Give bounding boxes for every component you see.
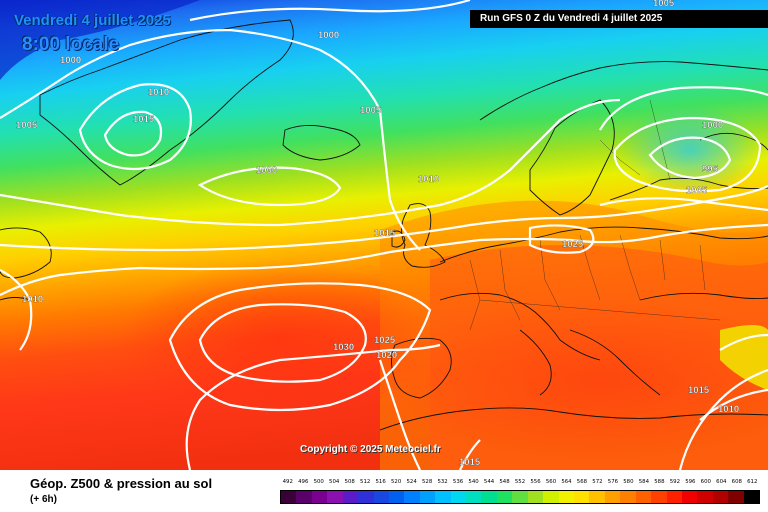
scale-swatch bbox=[712, 491, 729, 503]
isobar-label: 1000 bbox=[702, 120, 723, 131]
scale-swatch bbox=[558, 491, 575, 503]
isobar-label: 1010 bbox=[418, 174, 439, 185]
scale-swatch bbox=[728, 491, 744, 503]
weather-map: 1005 1000 1000 1010 1015 1005 1005 1000 … bbox=[0, 0, 768, 470]
legend-panel: Géop. Z500 & pression au sol (+ 6h) 492 4… bbox=[0, 470, 768, 512]
scale-swatch bbox=[296, 491, 312, 503]
scale-label: 568 bbox=[576, 479, 588, 485]
coastlines bbox=[0, 19, 768, 431]
scale-swatch bbox=[466, 491, 482, 503]
isobar-label: 1000 bbox=[60, 55, 81, 66]
scale-swatch bbox=[450, 491, 467, 503]
scale-label: 560 bbox=[545, 479, 557, 485]
isobar-label: 1025 bbox=[374, 335, 396, 346]
isobar-label: 1000 bbox=[318, 30, 339, 41]
scale-swatch bbox=[651, 491, 667, 503]
scale-swatch bbox=[496, 491, 513, 503]
scale-label: 548 bbox=[499, 479, 510, 485]
scale-label: 492 bbox=[282, 479, 293, 485]
isobar-label: 1005 bbox=[653, 0, 675, 9]
scale-label: 584 bbox=[638, 479, 650, 485]
isobar-label: 1005 bbox=[360, 105, 382, 116]
scale-swatch bbox=[342, 491, 359, 503]
scale-label: 596 bbox=[685, 479, 696, 485]
scale-label: 564 bbox=[561, 479, 572, 485]
isobar-label: 1015 bbox=[374, 228, 396, 239]
scale-swatch bbox=[574, 491, 590, 503]
scale-swatch bbox=[527, 491, 544, 503]
scale-swatch bbox=[620, 491, 636, 503]
scale-label: 508 bbox=[344, 479, 355, 485]
scale-swatch bbox=[481, 491, 497, 503]
scale-label: 524 bbox=[406, 479, 417, 485]
color-scale bbox=[280, 490, 760, 504]
isobar-label: 1025 bbox=[562, 239, 584, 250]
scale-label: 540 bbox=[468, 479, 479, 485]
scale-label: 588 bbox=[654, 479, 665, 485]
map-canvas: 1005 1000 1000 1010 1015 1005 1005 1000 … bbox=[0, 0, 768, 470]
copyright: Copyright © 2025 Meteociel.fr bbox=[300, 444, 441, 455]
isobar-label: 1010 bbox=[718, 404, 739, 415]
scale-swatch bbox=[681, 491, 698, 503]
isobar-label: 1015 bbox=[459, 457, 481, 468]
isobar-label: 1005 bbox=[686, 185, 708, 196]
scale-swatch bbox=[435, 491, 451, 503]
scale-label: 520 bbox=[390, 479, 402, 485]
scale-label: 496 bbox=[298, 479, 309, 485]
scale-swatch bbox=[373, 491, 389, 503]
scale-swatch bbox=[311, 491, 328, 503]
isobar-label: 1000 bbox=[256, 165, 277, 176]
scale-swatch bbox=[281, 491, 297, 503]
isobar-label: 1015 bbox=[133, 114, 155, 125]
isobar-label: 1020 bbox=[376, 350, 397, 361]
scale-swatch bbox=[743, 491, 760, 503]
scale-swatch bbox=[697, 491, 713, 503]
scale-label: 504 bbox=[329, 479, 340, 485]
scale-swatch bbox=[512, 491, 528, 503]
legend-subtitle: (+ 6h) bbox=[30, 494, 57, 505]
scale-swatch bbox=[358, 491, 374, 503]
color-scale-labels: 492 496 500 504 508 512 516 520 524 528 532 536 540 5… bbox=[280, 479, 760, 489]
scale-swatch bbox=[635, 491, 652, 503]
scale-label: 604 bbox=[716, 479, 727, 485]
scale-swatch bbox=[589, 491, 605, 503]
scale-label: 500 bbox=[313, 479, 324, 485]
scale-label: 528 bbox=[421, 479, 433, 485]
scale-label: 512 bbox=[360, 479, 371, 485]
scale-swatch bbox=[327, 491, 343, 503]
isobar-label: 1010 bbox=[148, 87, 169, 98]
isobar-label: 1005 bbox=[16, 120, 38, 131]
isobar-labels: 1005 1000 1000 1010 1015 1005 1005 1000 … bbox=[16, 0, 739, 468]
scale-label: 612 bbox=[747, 479, 758, 485]
borders bbox=[469, 99, 721, 331]
forecast-date: Vendredi 4 juillet 2025 bbox=[14, 12, 171, 29]
scale-label: 572 bbox=[592, 479, 603, 485]
isobar-label: 1010 bbox=[22, 294, 43, 305]
scale-label: 608 bbox=[731, 479, 742, 485]
isobar-label: 1015 bbox=[688, 385, 710, 396]
run-banner: Run GFS 0 Z du Vendredi 4 juillet 2025 bbox=[470, 10, 768, 28]
scale-label: 600 bbox=[700, 479, 711, 485]
isobar-label: 995 bbox=[702, 164, 719, 175]
scale-label: 576 bbox=[607, 479, 619, 485]
forecast-time: 8:00 locale bbox=[22, 34, 120, 55]
scale-swatch bbox=[388, 491, 405, 503]
scale-label: 532 bbox=[437, 479, 448, 485]
scale-label: 536 bbox=[452, 479, 464, 485]
scale-label: 580 bbox=[623, 479, 634, 485]
scale-label: 592 bbox=[669, 479, 680, 485]
scale-label: 544 bbox=[483, 479, 495, 485]
scale-swatch bbox=[404, 491, 420, 503]
isobars bbox=[0, 0, 768, 470]
scale-label: 516 bbox=[375, 479, 386, 485]
scale-swatch bbox=[666, 491, 682, 503]
legend-title: Géop. Z500 & pression au sol bbox=[30, 476, 213, 491]
scale-swatch bbox=[419, 491, 436, 503]
scale-label: 552 bbox=[514, 479, 526, 485]
scale-swatch bbox=[543, 491, 559, 503]
isobar-label: 1030 bbox=[333, 342, 354, 353]
scale-swatch bbox=[604, 491, 621, 503]
scale-label: 556 bbox=[530, 479, 541, 485]
